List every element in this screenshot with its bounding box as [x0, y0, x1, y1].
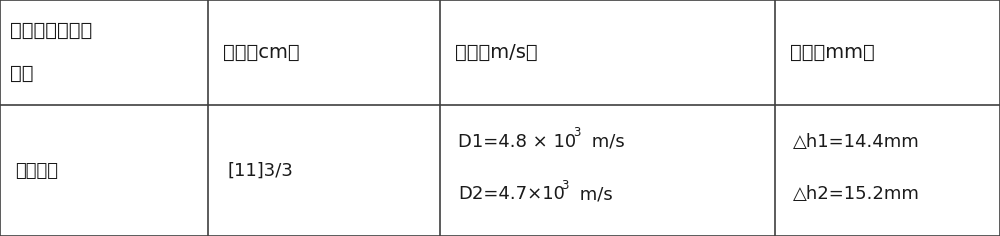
Text: 性能: 性能	[10, 64, 34, 83]
Text: D1=4.8 × 10: D1=4.8 × 10	[458, 133, 576, 151]
Text: 殉爆（cm）: 殉爆（cm）	[223, 43, 300, 62]
Text: 初始性能: 初始性能	[15, 161, 58, 180]
Text: △h2=15.2mm: △h2=15.2mm	[793, 185, 920, 203]
Text: 爆速（m/s）: 爆速（m/s）	[455, 43, 538, 62]
Text: △h1=14.4mm: △h1=14.4mm	[793, 133, 920, 151]
Text: 3: 3	[561, 179, 568, 192]
Text: m/s: m/s	[574, 185, 613, 203]
Text: 猛度（mm）: 猛度（mm）	[790, 43, 875, 62]
Text: [11]3/3: [11]3/3	[228, 161, 294, 180]
Text: 高低温循环次数: 高低温循环次数	[10, 21, 92, 40]
Text: 3: 3	[573, 126, 580, 139]
Text: m/s: m/s	[586, 133, 625, 151]
Text: D2=4.7×10: D2=4.7×10	[458, 185, 565, 203]
